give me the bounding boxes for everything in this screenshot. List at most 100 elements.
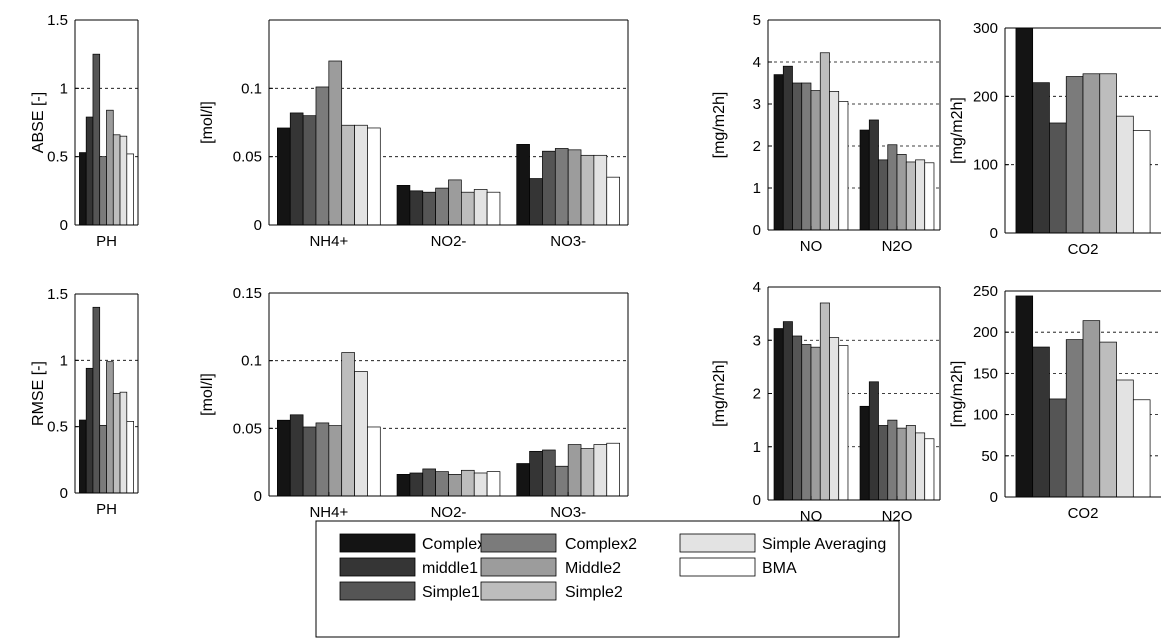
subplot-abse-2: NO N2O 0 1 2 3 4 5 [mg/m2h] bbox=[711, 12, 941, 255]
bar-complex2-n2o bbox=[887, 419, 898, 501]
y-tick-label: 0.05 bbox=[233, 420, 262, 437]
legend-swatch-simple2 bbox=[480, 581, 557, 601]
bar-middle1-n2o bbox=[868, 381, 879, 501]
bar-simple1-nh4 bbox=[302, 115, 317, 226]
bar-simple-averaging-no bbox=[829, 91, 840, 231]
bar-middle1-co2 bbox=[1032, 346, 1050, 498]
bar-complex2-no2 bbox=[435, 187, 449, 226]
bar-middle1-no3 bbox=[529, 450, 543, 497]
y-axis-label: [mol/l] bbox=[199, 373, 216, 416]
bar-middle2-co2 bbox=[1082, 320, 1101, 498]
bar-simple2-n2o bbox=[905, 161, 916, 231]
bar-simple2-co2 bbox=[1099, 73, 1117, 234]
bar-middle2-no2 bbox=[448, 179, 462, 226]
bar-simple2-ph bbox=[112, 134, 121, 226]
bar-simple-averaging-nh4 bbox=[354, 124, 368, 226]
y-axis-label: [mol/l] bbox=[199, 101, 216, 144]
y-tick-label: 1 bbox=[60, 80, 68, 97]
bar-middle2-no bbox=[810, 90, 821, 231]
bar-bma-ph bbox=[126, 153, 134, 226]
category-label: NO bbox=[800, 238, 823, 255]
subplot-rmse-7: CO2 0 50 100 150 200 250 [mg/m2h] bbox=[949, 283, 1161, 522]
y-tick-label: 100 bbox=[973, 157, 998, 174]
bar-complex1-n2o bbox=[859, 405, 870, 501]
bar-complex1-no2 bbox=[396, 185, 411, 226]
bar-bma-no bbox=[838, 345, 849, 501]
bar-complex2-co2 bbox=[1065, 339, 1084, 498]
bar-simple1-ph bbox=[92, 53, 101, 226]
legend-swatch-complex2 bbox=[480, 533, 557, 553]
bar-bma-co2 bbox=[1132, 130, 1151, 234]
bar-middle1-no bbox=[782, 321, 793, 501]
bar-simple1-no bbox=[792, 82, 803, 231]
y-tick-label: 2 bbox=[753, 138, 761, 155]
category-label: CO2 bbox=[1068, 241, 1099, 258]
bar-simple-averaging-co2 bbox=[1116, 115, 1134, 234]
bar-bma-no2 bbox=[486, 191, 501, 226]
legend-swatch-bma bbox=[679, 557, 756, 577]
y-axis-label: [mg/m2h] bbox=[711, 360, 728, 427]
bar-bma-no2 bbox=[486, 471, 501, 497]
bar-middle2-co2 bbox=[1082, 73, 1101, 234]
legend-label: middle1 bbox=[422, 560, 478, 577]
bar-middle1-no bbox=[782, 65, 793, 231]
bar-simple1-no2 bbox=[422, 191, 436, 226]
category-label: CO2 bbox=[1068, 505, 1099, 522]
bar-simple1-n2o bbox=[878, 425, 889, 501]
bar-middle1-ph bbox=[85, 367, 94, 494]
subplot-abse-3: CO2 0 100 200 300 [mg/m2h] bbox=[949, 20, 1161, 258]
bar-simple2-nh4 bbox=[341, 352, 355, 497]
y-tick-label: 3 bbox=[753, 96, 761, 113]
bar-simple2-no3 bbox=[580, 448, 595, 497]
bar-bma-n2o bbox=[924, 162, 935, 231]
y-tick-label: 150 bbox=[973, 365, 998, 382]
y-tick-label: 200 bbox=[973, 88, 998, 105]
bar-middle2-nh4 bbox=[328, 425, 343, 497]
bar-middle1-ph bbox=[85, 116, 94, 226]
bar-complex2-no bbox=[801, 82, 812, 231]
bar-complex2-nh4 bbox=[315, 86, 330, 226]
bar-complex1-n2o bbox=[859, 129, 870, 231]
bar-complex1-co2 bbox=[1015, 27, 1034, 234]
bar-middle2-no3 bbox=[567, 444, 582, 497]
bar-middle2-ph bbox=[106, 361, 114, 494]
subplot-abse-0: PH 0 0.5 1 1.5 ABSE [-] bbox=[30, 12, 139, 250]
bar-complex2-ph bbox=[99, 424, 107, 494]
bar-complex1-ph bbox=[79, 419, 87, 494]
bar-complex2-nh4 bbox=[315, 422, 330, 497]
y-tick-label: 0 bbox=[254, 488, 262, 505]
legend-label: Simple1 bbox=[422, 584, 480, 601]
bar-simple2-no bbox=[819, 52, 830, 231]
legend-swatch-complex1 bbox=[339, 533, 416, 553]
bar-simple-averaging-n2o bbox=[915, 432, 926, 501]
bar-complex1-no3 bbox=[516, 144, 530, 226]
y-axis-label: [mg/m2h] bbox=[949, 361, 966, 428]
y-tick-label: 100 bbox=[973, 407, 998, 424]
bar-simple1-no bbox=[792, 335, 803, 501]
bar-complex2-n2o bbox=[887, 144, 898, 231]
y-tick-label: 1.5 bbox=[47, 286, 68, 303]
y-tick-label: 2 bbox=[753, 386, 761, 403]
y-tick-label: 200 bbox=[973, 324, 998, 341]
category-label: NO3- bbox=[550, 504, 586, 521]
y-tick-label: 3 bbox=[753, 332, 761, 349]
bar-simple-averaging-ph bbox=[119, 135, 128, 226]
bar-complex1-no2 bbox=[396, 474, 411, 497]
y-tick-label: 1.5 bbox=[47, 12, 68, 29]
bar-simple2-no3 bbox=[580, 154, 595, 226]
bar-middle1-n2o bbox=[868, 119, 879, 231]
bar-complex2-no3 bbox=[554, 148, 569, 226]
bar-complex1-no bbox=[773, 74, 784, 231]
bar-bma-ph bbox=[126, 421, 134, 494]
bar-simple2-ph bbox=[112, 393, 121, 494]
legend-swatch-simple-averaging bbox=[679, 533, 756, 553]
bar-simple-averaging-n2o bbox=[915, 159, 926, 231]
y-tick-label: 0 bbox=[254, 217, 262, 234]
legend-label: Complex1 bbox=[422, 536, 494, 553]
y-tick-label: 4 bbox=[753, 54, 761, 71]
legend-swatch-middle1 bbox=[339, 557, 416, 577]
bar-simple-averaging-no3 bbox=[593, 154, 608, 226]
bar-simple1-no2 bbox=[422, 468, 436, 497]
y-tick-label: 0 bbox=[753, 222, 761, 239]
bar-middle1-no2 bbox=[409, 472, 424, 497]
